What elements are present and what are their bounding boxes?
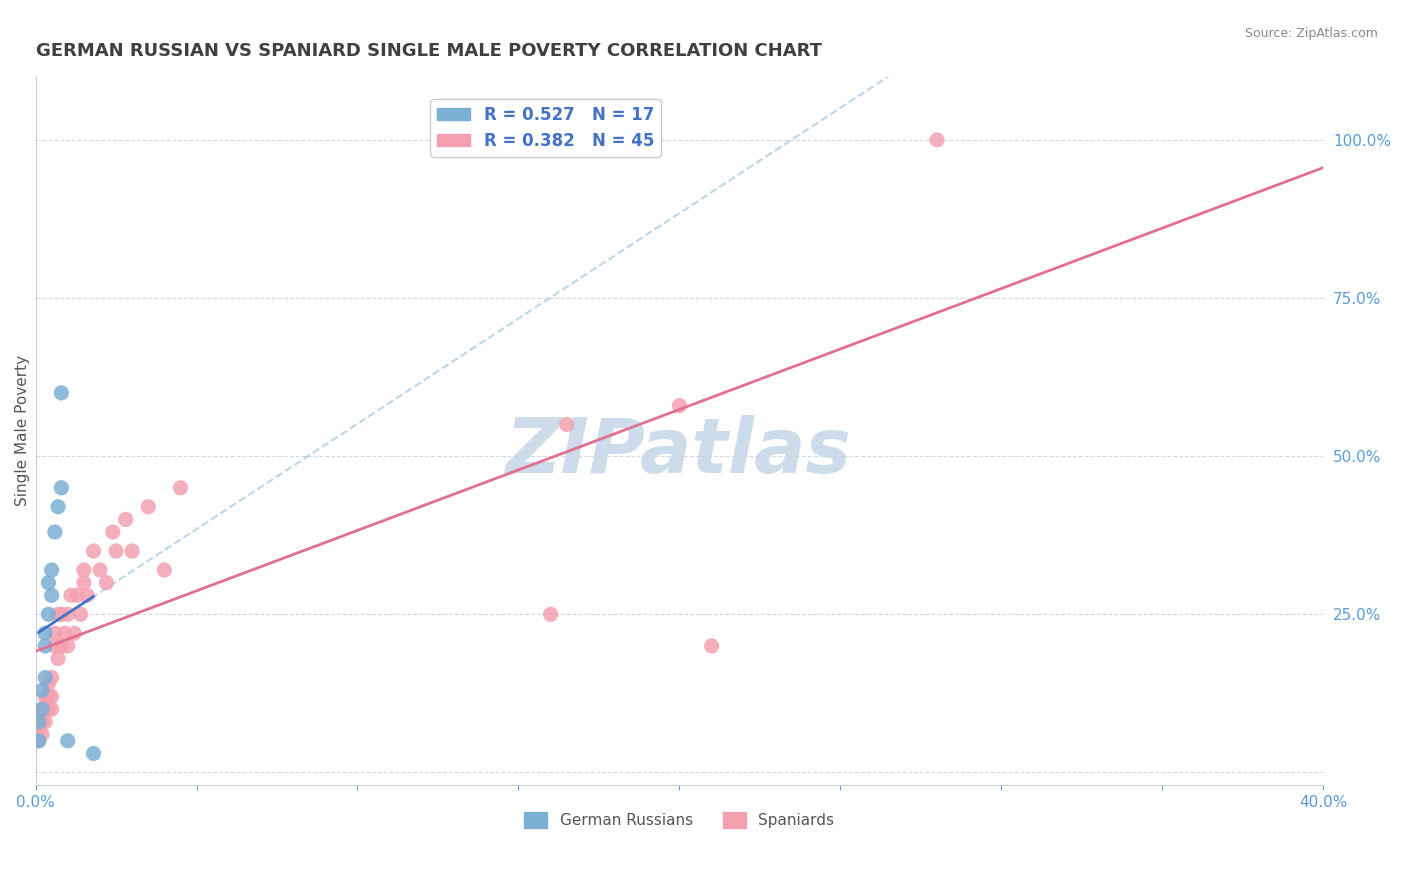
- Point: [28, 734, 51, 748]
- Point: [34, 702, 56, 716]
- Y-axis label: Single Male Poverty: Single Male Poverty: [15, 355, 30, 507]
- Point: [28, 714, 51, 729]
- Point: [555, 417, 578, 432]
- Point: [34, 714, 56, 729]
- Point: [56, 607, 79, 622]
- Point: [69, 607, 91, 622]
- Point: [44, 626, 66, 640]
- Point: [41, 671, 63, 685]
- Point: [89, 563, 111, 577]
- Point: [31, 702, 53, 716]
- Point: [31, 683, 53, 698]
- Point: [53, 626, 76, 640]
- Point: [28, 734, 51, 748]
- Point: [700, 639, 723, 653]
- Point: [169, 481, 191, 495]
- Point: [56, 639, 79, 653]
- Point: [41, 702, 63, 716]
- Text: GERMAN RUSSIAN VS SPANIARD SINGLE MALE POVERTY CORRELATION CHART: GERMAN RUSSIAN VS SPANIARD SINGLE MALE P…: [35, 42, 821, 60]
- Point: [41, 690, 63, 704]
- Point: [73, 563, 96, 577]
- Point: [37, 677, 59, 691]
- Point: [83, 747, 105, 761]
- Point: [153, 563, 176, 577]
- Point: [37, 575, 59, 590]
- Text: ZIPatlas: ZIPatlas: [506, 415, 852, 489]
- Point: [76, 588, 98, 602]
- Point: [540, 607, 562, 622]
- Point: [37, 702, 59, 716]
- Point: [46, 651, 69, 665]
- Point: [73, 575, 96, 590]
- Point: [121, 544, 143, 558]
- Point: [31, 727, 53, 741]
- Point: [37, 607, 59, 622]
- Point: [83, 544, 105, 558]
- Point: [51, 607, 73, 622]
- Point: [66, 588, 89, 602]
- Point: [101, 524, 124, 539]
- Point: [668, 399, 690, 413]
- Point: [31, 714, 53, 729]
- Point: [51, 385, 73, 400]
- Point: [51, 481, 73, 495]
- Legend: German Russians, Spaniards: German Russians, Spaniards: [519, 806, 841, 834]
- Point: [28, 721, 51, 735]
- Point: [63, 626, 86, 640]
- Point: [34, 639, 56, 653]
- Point: [41, 563, 63, 577]
- Point: [56, 734, 79, 748]
- Point: [105, 544, 128, 558]
- Point: [34, 671, 56, 685]
- Point: [114, 512, 136, 526]
- Point: [34, 626, 56, 640]
- Text: Source: ZipAtlas.com: Source: ZipAtlas.com: [1244, 27, 1378, 40]
- Point: [44, 524, 66, 539]
- Point: [96, 575, 118, 590]
- Point: [44, 639, 66, 653]
- Point: [59, 588, 82, 602]
- Point: [46, 607, 69, 622]
- Point: [136, 500, 159, 514]
- Point: [37, 690, 59, 704]
- Point: [34, 690, 56, 704]
- Point: [925, 133, 948, 147]
- Point: [51, 639, 73, 653]
- Point: [41, 588, 63, 602]
- Point: [46, 500, 69, 514]
- Point: [31, 702, 53, 716]
